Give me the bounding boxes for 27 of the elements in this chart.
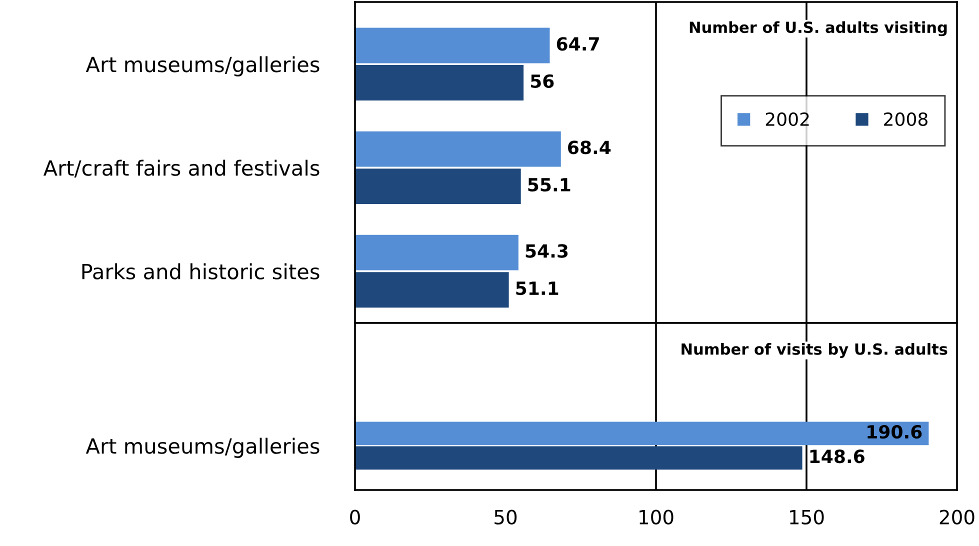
y-tick-label: Art/craft fairs and festivals [43,160,320,178]
bar [355,28,550,64]
x-tick-label: 0 [350,510,360,524]
text: Number of visits by U.S. adults [682,343,948,358]
data-label: 68.4 [568,140,611,154]
bar [355,234,518,270]
text: Number of U.S. adults visiting [690,21,947,36]
data-label: 54.3 [526,244,568,258]
y-tick-label: Parks and historic sites [82,263,320,280]
x-tick-label: 50 [494,510,517,524]
data-label: 190.6 [868,425,922,439]
legend-label: 2002 [766,112,809,126]
x-tick-label: 150 [790,510,824,524]
data-label: 55.1 [528,178,570,192]
bar [355,168,521,204]
data-label: 51.1 [516,282,558,296]
data-label: 64.7 [556,37,599,51]
y-tick-label: Art museums/galleries [86,438,320,458]
bar [355,131,561,167]
bar [355,65,524,100]
y-tick-label: Art museums/galleries [86,56,320,76]
x-tick-label: 100 [640,510,674,524]
data-label: 148.6 [810,450,864,464]
legend-label: 2008 [884,112,928,126]
x-tick-label: 200 [940,510,974,524]
bar [355,272,509,308]
data-label: 56 [530,74,554,88]
